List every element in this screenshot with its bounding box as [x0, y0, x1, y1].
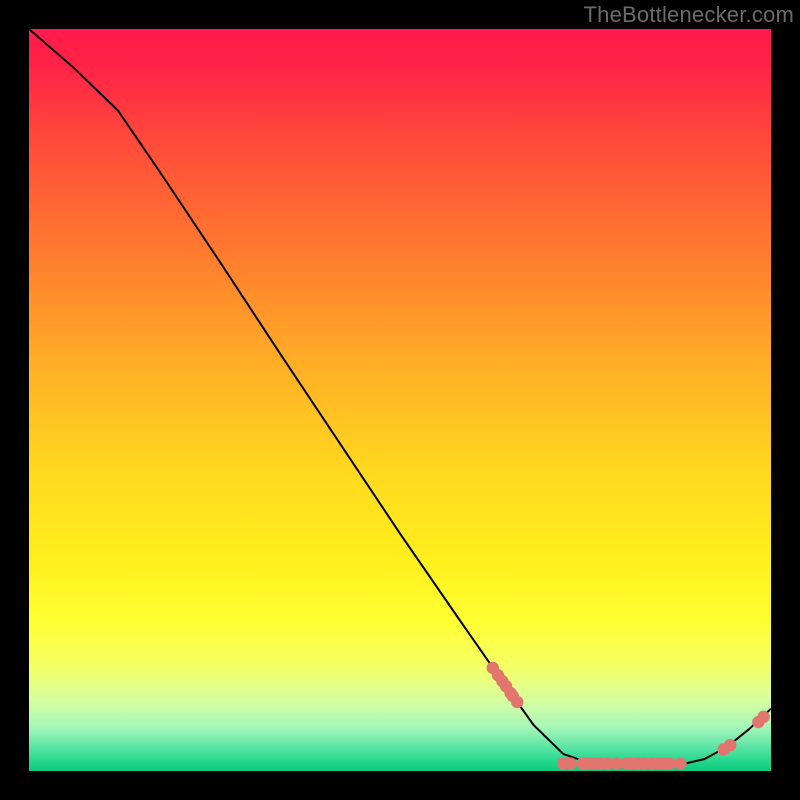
watermark-text: TheBottlenecker.com — [584, 2, 794, 28]
data-marker — [757, 711, 769, 723]
chart-frame: TheBottlenecker.com — [0, 0, 800, 800]
data-marker — [511, 696, 523, 708]
bottleneck-chart — [0, 0, 800, 800]
gradient-background — [29, 29, 771, 771]
data-marker — [724, 739, 736, 751]
data-marker — [674, 757, 686, 769]
data-marker — [564, 757, 576, 769]
